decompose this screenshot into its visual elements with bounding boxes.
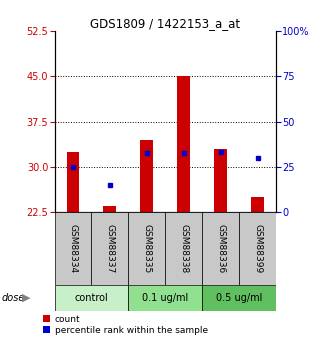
Bar xyxy=(214,149,227,212)
Text: 0.5 ug/ml: 0.5 ug/ml xyxy=(216,293,262,303)
Title: GDS1809 / 1422153_a_at: GDS1809 / 1422153_a_at xyxy=(90,17,240,30)
Bar xyxy=(91,212,128,285)
Bar xyxy=(177,76,190,212)
Text: GSM88336: GSM88336 xyxy=(216,224,225,273)
Bar xyxy=(55,212,91,285)
Bar xyxy=(66,152,80,212)
Text: GSM88338: GSM88338 xyxy=(179,224,188,273)
Text: GSM88334: GSM88334 xyxy=(68,224,78,273)
Text: GSM88399: GSM88399 xyxy=(253,224,262,273)
Legend: count, percentile rank within the sample: count, percentile rank within the sample xyxy=(43,315,208,335)
Text: dose: dose xyxy=(2,293,25,303)
Bar xyxy=(103,206,117,212)
Text: GSM88337: GSM88337 xyxy=(105,224,115,273)
Bar xyxy=(202,212,239,285)
Text: ▶: ▶ xyxy=(22,293,30,303)
Bar xyxy=(202,285,276,310)
Bar xyxy=(251,197,264,212)
Text: control: control xyxy=(74,293,108,303)
Bar xyxy=(140,140,153,212)
Text: GSM88335: GSM88335 xyxy=(142,224,152,273)
Bar xyxy=(165,212,202,285)
Bar xyxy=(128,212,165,285)
Text: 0.1 ug/ml: 0.1 ug/ml xyxy=(142,293,188,303)
Bar xyxy=(55,285,128,310)
Bar xyxy=(128,285,202,310)
Bar xyxy=(239,212,276,285)
